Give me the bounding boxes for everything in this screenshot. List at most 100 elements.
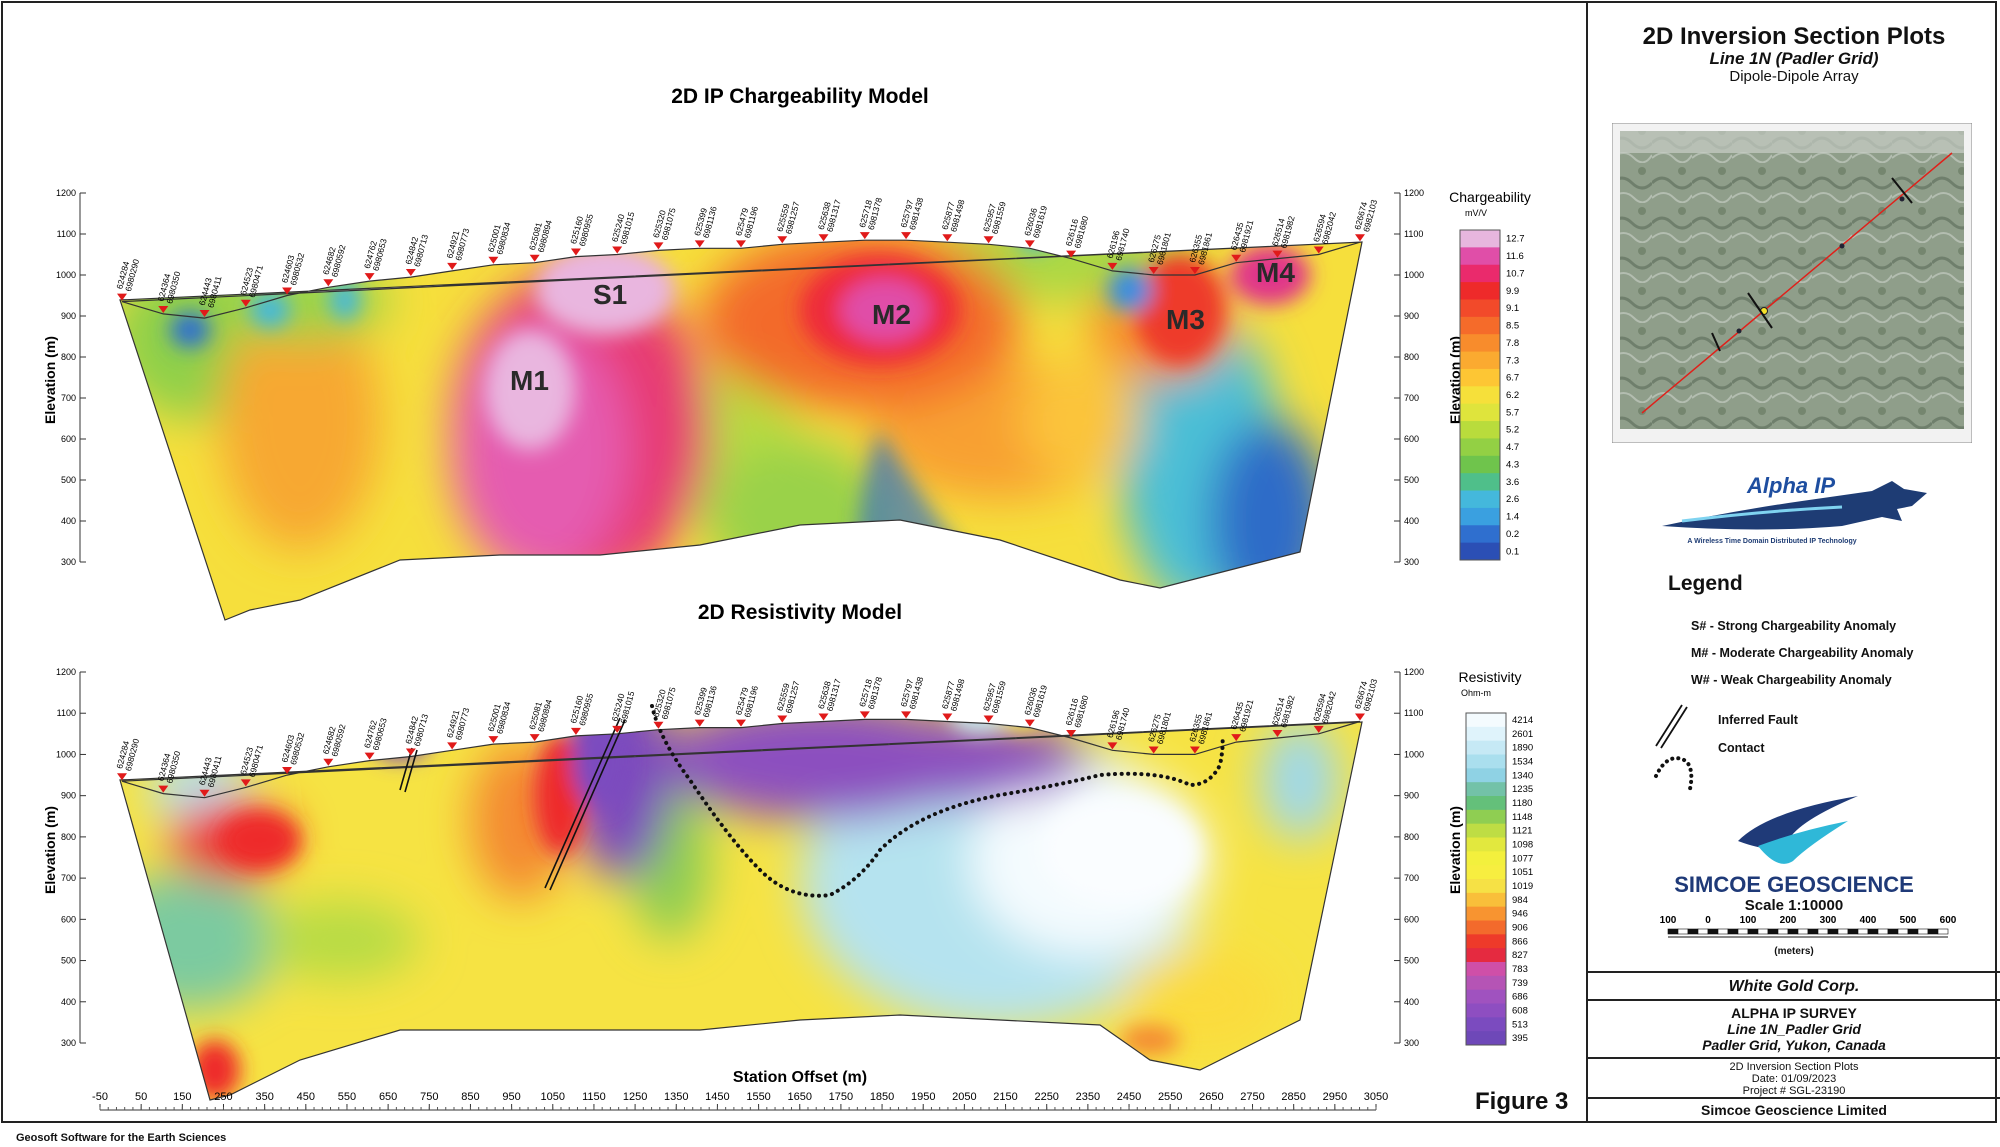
elevation-label-left-bottom: Elevation (m) [42, 806, 58, 894]
x-tick-label: 2850 [1281, 1091, 1305, 1103]
station-label: 6257186981378 [857, 194, 884, 231]
station-marker [282, 767, 293, 775]
station-label: 6250816980894 [527, 216, 554, 253]
svg-text:A Wireless Time Domain Distrib: A Wireless Time Domain Distributed IP Te… [1687, 538, 1856, 545]
survey-line [1641, 152, 1953, 414]
elevation-tick-label: 500 [1404, 956, 1419, 966]
station-label: 6249216980773 [444, 225, 471, 262]
scale-swatch [1460, 247, 1500, 266]
scale-bar: 100 0 100 200 300 400 500 600 [1660, 915, 1957, 938]
legend-item-weak: W# - Weak Chargeability Anomaly [1691, 673, 1892, 687]
station-marker [240, 779, 251, 787]
scale-swatch [1466, 879, 1506, 894]
elevation-tick-label: 1200 [1404, 188, 1424, 198]
elevation-tick-label: 800 [1404, 832, 1419, 842]
station-label: 6253996981136 [692, 203, 719, 240]
scale-value: 3.6 [1506, 477, 1519, 488]
scale-value: 984 [1512, 895, 1528, 906]
scale-swatch [1466, 713, 1506, 728]
elevation-tick-label: 800 [61, 352, 76, 362]
station-label: 6261166981680 [1063, 212, 1090, 249]
x-tick-label: 650 [379, 1091, 397, 1103]
station-marker [1189, 267, 1200, 274]
elevation-tick-label: 1200 [56, 188, 76, 198]
scale-swatch [1466, 726, 1506, 742]
x-tick-label: 1050 [541, 1091, 565, 1103]
scale-bar-label: 600 [1940, 915, 1957, 926]
elevation-tick-label: 600 [61, 434, 76, 444]
elevation-label-right-bottom: Elevation (m) [1447, 806, 1463, 894]
chargeability-scale-unit: mV/V [1465, 208, 1487, 218]
x-tick-label: 850 [461, 1091, 479, 1103]
elevation-tick-label: 500 [61, 475, 76, 485]
scale-swatch [1466, 920, 1506, 935]
elevation-tick-label: 900 [61, 791, 76, 801]
scale-value: 4.3 [1506, 459, 1519, 470]
scale-swatch [1466, 1017, 1506, 1032]
scale-swatch [1466, 948, 1506, 963]
station-label: 6250016980834 [486, 698, 513, 735]
station-marker [1066, 250, 1077, 258]
station-label: 6251606980955 [568, 210, 595, 247]
station-label: 6254796981196 [733, 203, 760, 240]
panel-array: Dipole-Dipole Array [1729, 68, 1859, 85]
elevation-tick-label: 600 [1404, 434, 1419, 444]
scale-swatch [1466, 796, 1506, 811]
elevation-tick-label: 400 [1404, 997, 1419, 1007]
x-tick-label: -50 [92, 1091, 108, 1103]
scale-value: 1890 [1512, 743, 1533, 754]
station-label: 6259576981559 [981, 677, 1008, 714]
scale-value: 1098 [1512, 839, 1533, 850]
station-marker [488, 256, 499, 264]
station-label: 6260366981619 [1022, 681, 1049, 718]
x-tick-label: 2550 [1158, 1091, 1182, 1103]
survey-line-name: Line 1N_Padler Grid [1727, 1021, 1861, 1037]
elevation-tick-label: 600 [1404, 914, 1419, 924]
svg-text:Alpha IP: Alpha IP [1746, 473, 1835, 498]
scale-bar-label: 400 [1860, 915, 1877, 926]
x-tick-label: 1350 [664, 1091, 688, 1103]
station-label: 6257976981438 [898, 194, 925, 231]
scale-swatch [1460, 421, 1500, 439]
scale-swatch [1466, 865, 1506, 880]
scale-swatch [1460, 386, 1500, 405]
station-label: 6258776981498 [940, 675, 967, 712]
scale-swatch [1466, 740, 1506, 755]
station-marker [364, 273, 375, 281]
elevation-tick-label: 700 [61, 393, 76, 403]
elevation-tick-label: 600 [61, 914, 76, 924]
scale-swatch [1466, 1003, 1506, 1018]
elevation-tick-label: 500 [61, 956, 76, 966]
scale-value: 946 [1512, 909, 1528, 920]
scale-swatch [1460, 403, 1500, 422]
station-marker [983, 715, 994, 723]
scale-swatch [1460, 264, 1500, 283]
station-marker [199, 310, 210, 318]
elevation-tick-label: 900 [1404, 791, 1419, 801]
anomaly-labels: S1 M1 M2 M3 M4 [510, 257, 1295, 396]
x-tick-label: 750 [420, 1091, 438, 1103]
elevation-tick-label: 400 [61, 516, 76, 526]
station-marker [570, 727, 581, 735]
station-marker [364, 752, 375, 760]
scale-swatch [1460, 542, 1500, 561]
scale-swatch [1460, 473, 1500, 492]
scale-value: 4.7 [1506, 442, 1519, 453]
scale-swatch [1460, 455, 1500, 474]
elevation-tick-label: 700 [61, 873, 76, 883]
section-plots: 2D IP Chargeability Model 2D Resistivity… [42, 85, 1533, 1111]
station-marker [736, 719, 746, 727]
station-marker [1189, 746, 1200, 754]
right-panel: 2D Inversion Section Plots Line 1N (Padl… [1586, 1, 2000, 1123]
elevation-tick-label: 1000 [1404, 749, 1424, 759]
station-marker [1313, 246, 1324, 254]
fault-icon [1655, 704, 1688, 749]
x-tick-label: 350 [255, 1091, 273, 1103]
survey-name: ALPHA IP SURVEY [1731, 1005, 1857, 1021]
elevation-tick-label: 300 [61, 557, 76, 567]
x-tick-label: 250 [214, 1091, 232, 1103]
scale-swatch [1466, 906, 1506, 921]
company-name: Simcoe Geoscience Limited [1588, 1097, 2000, 1123]
anomaly-label-m3: M3 [1166, 304, 1205, 335]
station-label: 6257976981438 [898, 673, 925, 710]
